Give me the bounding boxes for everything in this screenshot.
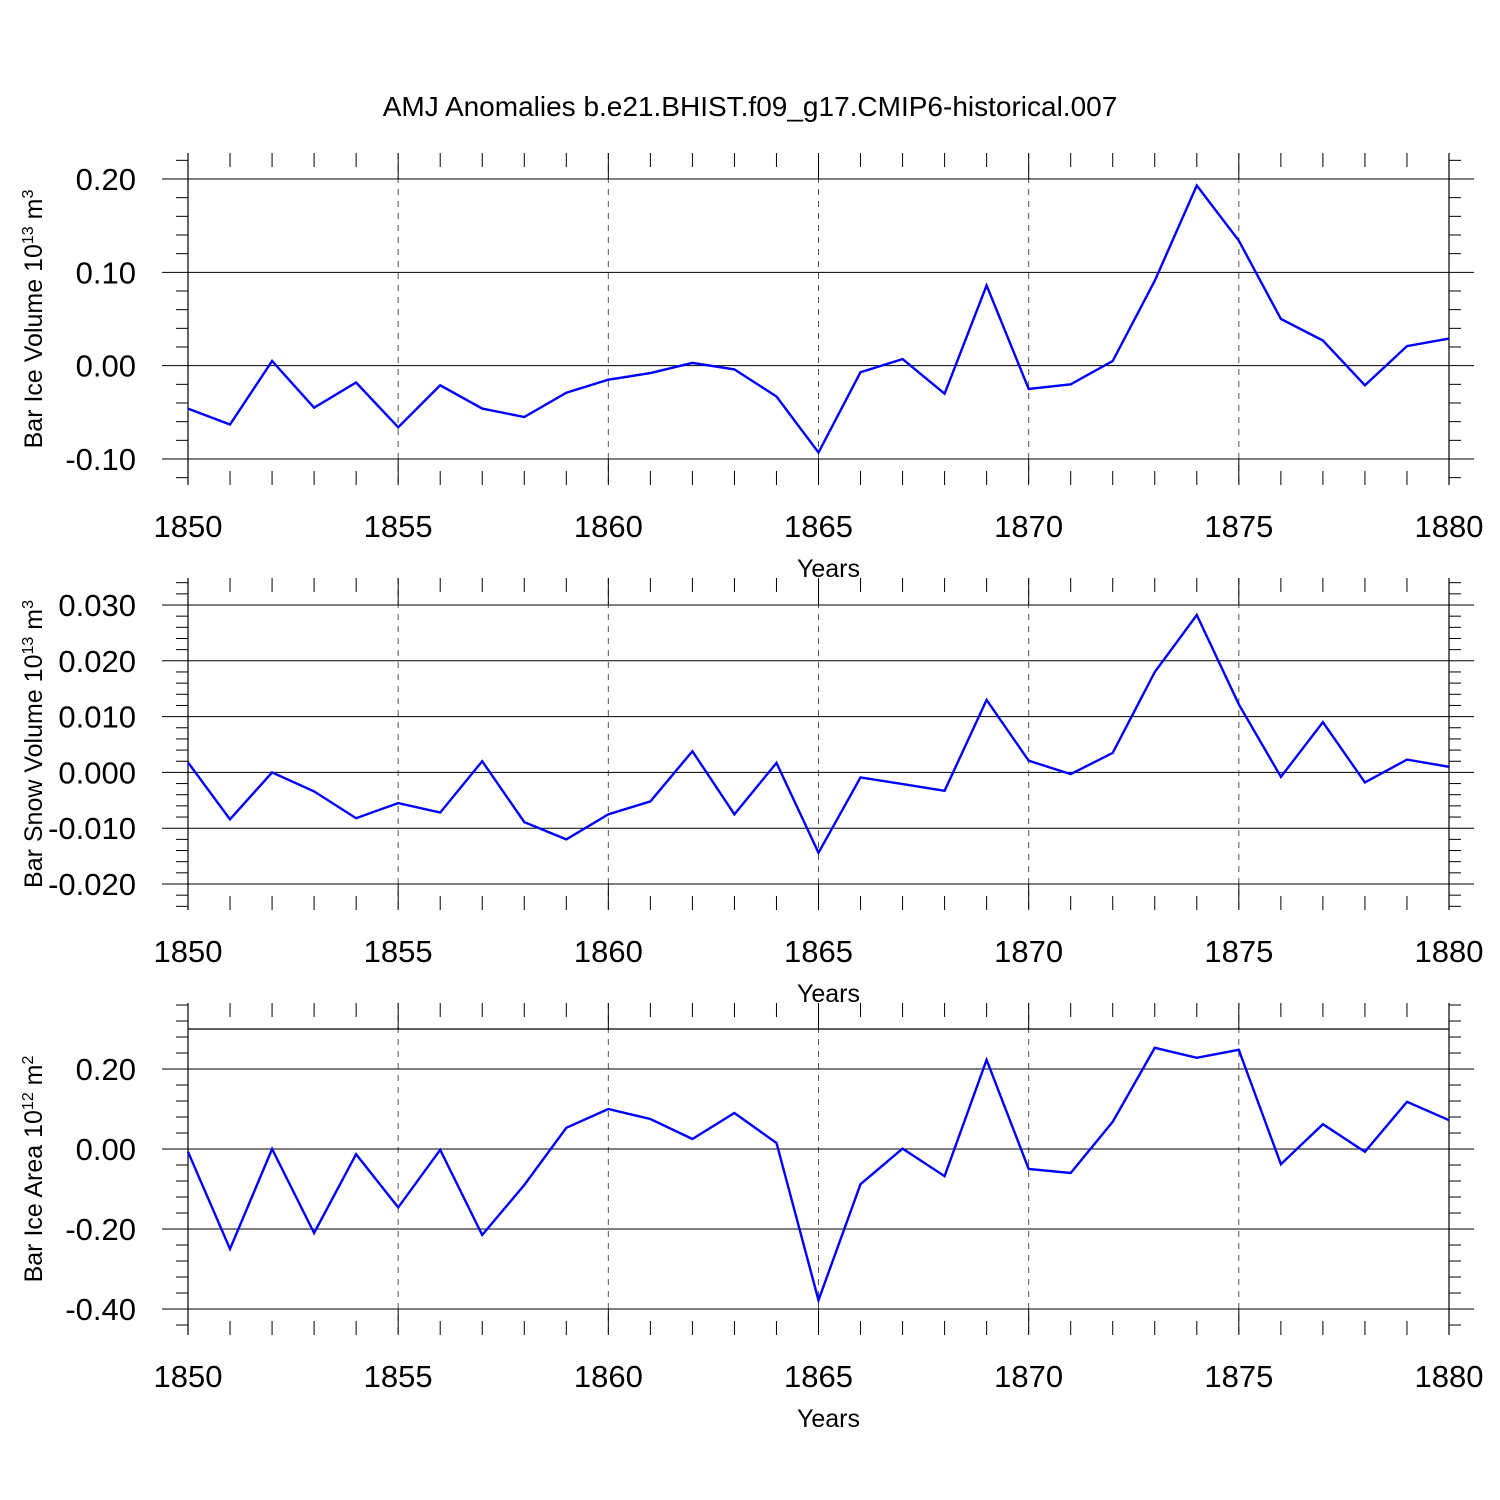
y-tick-label: 0.00 [76, 349, 136, 384]
x-tick-label: 1850 [154, 934, 223, 969]
y-tick-label: 0.20 [76, 162, 136, 197]
x-tick-label: 1875 [1204, 509, 1273, 544]
x-axis-label: Years [797, 980, 860, 1008]
y-tick-label: -0.20 [65, 1212, 136, 1247]
y-axis-label: Bar Ice Volume 1013 m3 [20, 190, 48, 449]
panel-3: -0.40 -0.20 0.00 0.20 1850 1855 1860 1865 1870 18… [20, 1003, 1483, 1433]
y-axis-label-part: Bar Ice Area 10 [20, 1110, 48, 1282]
y-tick-label: -0.020 [48, 867, 136, 902]
x-tick-label: 1880 [1415, 509, 1484, 544]
y-tick-label: -0.40 [65, 1292, 136, 1327]
panels: -0.10 0.00 0.10 0.20 1850 1855 1860 1865 1870 187… [20, 153, 1483, 1433]
x-tick-label: 1875 [1204, 934, 1273, 969]
x-tick-label: 1880 [1415, 934, 1484, 969]
y-tick-label: 0.10 [76, 255, 136, 290]
y-axis-label-superscript: 13 [20, 637, 37, 655]
x-tick-label: 1865 [784, 509, 853, 544]
y-tick-label: 0.000 [58, 755, 136, 790]
y-axis-label-part: m [20, 1065, 48, 1093]
x-tick-label: 1850 [154, 1359, 223, 1394]
y-axis-label-superscript: 3 [20, 600, 37, 609]
x-tick-label: 1880 [1415, 1359, 1484, 1394]
x-tick-label: 1860 [574, 509, 643, 544]
y-axis-label-part: m [20, 199, 48, 227]
series-line [186, 1046, 1450, 1305]
y-axis-label-part: m [20, 609, 48, 637]
x-tick-label: 1860 [574, 934, 643, 969]
x-axis-label: Years [797, 1405, 860, 1433]
y-axis-label-superscript: 2 [20, 1056, 37, 1065]
y-tick-label: 0.020 [58, 644, 136, 679]
x-tick-label: 1875 [1204, 1359, 1273, 1394]
x-tick-label: 1865 [784, 1359, 853, 1394]
series-line [187, 612, 1450, 856]
y-tick-label: 0.20 [76, 1052, 136, 1087]
x-axis-label: Years [797, 555, 860, 583]
y-axis-label: Bar Ice Area 1012 m2 [20, 1056, 48, 1283]
y-axis-label-superscript: 12 [20, 1092, 37, 1110]
y-axis-label-superscript: 13 [20, 226, 37, 244]
y-axis-label-superscript: 3 [20, 190, 37, 199]
y-tick-label: 0.010 [58, 700, 136, 735]
x-tick-label: 1870 [994, 1359, 1063, 1394]
y-tick-label: 0.030 [58, 588, 136, 623]
x-tick-label: 1870 [994, 934, 1063, 969]
series-line [187, 183, 1450, 455]
y-tick-label: -0.10 [65, 442, 136, 477]
y-axis-label-part: Bar Ice Volume 10 [20, 244, 48, 448]
x-tick-label: 1855 [364, 509, 433, 544]
panel-2: -0.020 -0.010 0.000 0.010 0.020 0.030 1850 1855… [20, 578, 1483, 1008]
panel-1: -0.10 0.00 0.10 0.20 1850 1855 1860 1865 1870 187… [20, 153, 1483, 583]
x-tick-label: 1870 [994, 509, 1063, 544]
x-tick-label: 1860 [574, 1359, 643, 1394]
y-tick-label: -0.010 [48, 811, 136, 846]
x-tick-label: 1855 [364, 934, 433, 969]
y-axis-label-part: Bar Snow Volume 10 [20, 655, 48, 888]
y-axis-label: Bar Snow Volume 1013 m3 [20, 600, 48, 888]
chart-title: AMJ Anomalies b.e21.BHIST.f09_g17.CMIP6-… [383, 91, 1118, 122]
x-tick-label: 1865 [784, 934, 853, 969]
x-tick-label: 1850 [154, 509, 223, 544]
x-tick-label: 1855 [364, 1359, 433, 1394]
y-tick-label: 0.00 [76, 1132, 136, 1167]
